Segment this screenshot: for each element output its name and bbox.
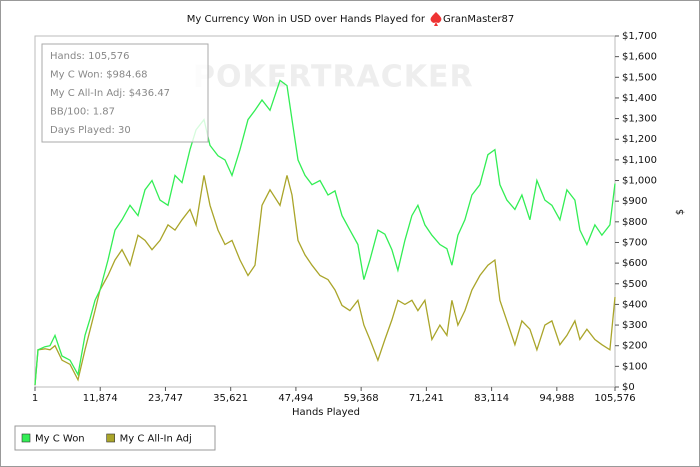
legend-label: My C Won: [35, 434, 85, 445]
info-frame: [41, 43, 209, 143]
info-line: My C All-In Adj: $436.47: [50, 88, 170, 99]
x-tick-label: 47,494: [278, 393, 313, 404]
y-tick-label: $1,600: [622, 52, 657, 63]
y-tick-label: $1,400: [622, 93, 657, 104]
x-tick-label: 1: [32, 393, 38, 404]
y-tick-label: $0: [622, 382, 635, 393]
legend-label: My C All-In Adj: [120, 434, 192, 445]
legend-frame: [14, 425, 216, 451]
player-icon: [430, 12, 442, 26]
info-box: Hands: 105,576 My C Won: $984.68 My C All-…: [41, 43, 209, 143]
x-tick-label: 11,874: [83, 393, 118, 404]
x-axis-label: Hands Played: [292, 407, 360, 418]
x-tick-label: 23,747: [148, 393, 183, 404]
y-tick-label: $1,000: [622, 176, 657, 187]
x-tick-label: 59,368: [344, 393, 379, 404]
plot-area: [34, 35, 616, 388]
x-tick-label: 71,241: [409, 393, 444, 404]
series-line: [34, 79, 616, 385]
info-line: Days Played: 30: [50, 125, 131, 136]
y-tick-label: $700: [622, 237, 647, 248]
y-tick-label: $500: [622, 279, 647, 290]
y-tick-label: $100: [622, 361, 647, 372]
y-tick-label: $400: [622, 299, 647, 310]
series-line: [34, 175, 616, 385]
y-tick-label: $300: [622, 320, 647, 331]
y-tick-label: $800: [622, 217, 647, 228]
chart-title: My Currency Won in USD over Hands Played…: [187, 14, 426, 25]
watermark: POKERTRACKER: [193, 60, 474, 95]
y-tick-label: $1,500: [622, 72, 657, 83]
y-tick-label: $200: [622, 341, 647, 352]
y-tick-label: $1,200: [622, 134, 657, 145]
y-tick-label: $1,100: [622, 155, 657, 166]
legend-swatch: [21, 433, 31, 443]
x-tick-label: 105,576: [594, 393, 635, 404]
y-tick-label: $900: [622, 196, 647, 207]
y-tick-label: $600: [622, 258, 647, 269]
info-line: BB/100: 1.87: [50, 107, 115, 118]
x-tick-label: 94,988: [539, 393, 574, 404]
x-tick-label: 35,621: [213, 393, 248, 404]
player-name: GranMaster87: [443, 14, 514, 25]
legend-swatch: [106, 433, 115, 443]
legend: My C Won My C All-In Adj: [14, 425, 216, 451]
info-line: My C Won: $984.68: [50, 70, 148, 81]
y-tick-label: $1,700: [622, 31, 657, 42]
y-tick-label: $1,300: [622, 114, 657, 125]
info-line: Hands: 105,576: [50, 51, 129, 62]
y-axis-label: $: [675, 209, 686, 215]
x-tick-label: 83,114: [474, 393, 509, 404]
